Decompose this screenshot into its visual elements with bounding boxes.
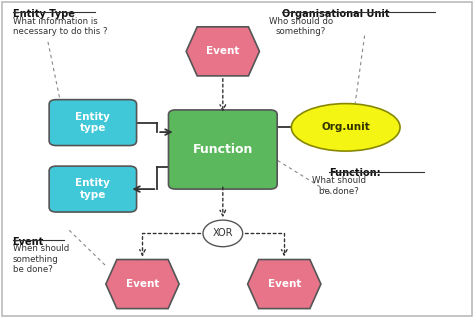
Text: Entity Type: Entity Type <box>12 9 74 19</box>
Text: Event: Event <box>268 279 301 289</box>
Text: Event: Event <box>12 237 44 246</box>
Circle shape <box>203 220 243 247</box>
Ellipse shape <box>292 104 400 151</box>
Text: Function: Function <box>192 143 253 156</box>
Text: What should
be done?: What should be done? <box>311 176 365 196</box>
Text: Who should do
something?: Who should do something? <box>269 17 333 36</box>
FancyBboxPatch shape <box>168 110 277 189</box>
Text: When should
something
be done?: When should something be done? <box>12 245 69 274</box>
Polygon shape <box>186 27 259 76</box>
Polygon shape <box>106 259 179 308</box>
Text: Function:: Function: <box>329 169 381 178</box>
FancyBboxPatch shape <box>49 100 137 146</box>
Text: Entity
type: Entity type <box>75 112 110 133</box>
Text: What information is
necessary to do this ?: What information is necessary to do this… <box>12 17 107 36</box>
Polygon shape <box>247 259 321 308</box>
Text: Event: Event <box>206 46 239 56</box>
Text: Organisational Unit: Organisational Unit <box>282 9 390 19</box>
FancyBboxPatch shape <box>49 166 137 212</box>
Text: XOR: XOR <box>212 228 233 238</box>
Text: Org.unit: Org.unit <box>321 122 370 132</box>
Text: Entity
type: Entity type <box>75 178 110 200</box>
Text: Event: Event <box>126 279 159 289</box>
